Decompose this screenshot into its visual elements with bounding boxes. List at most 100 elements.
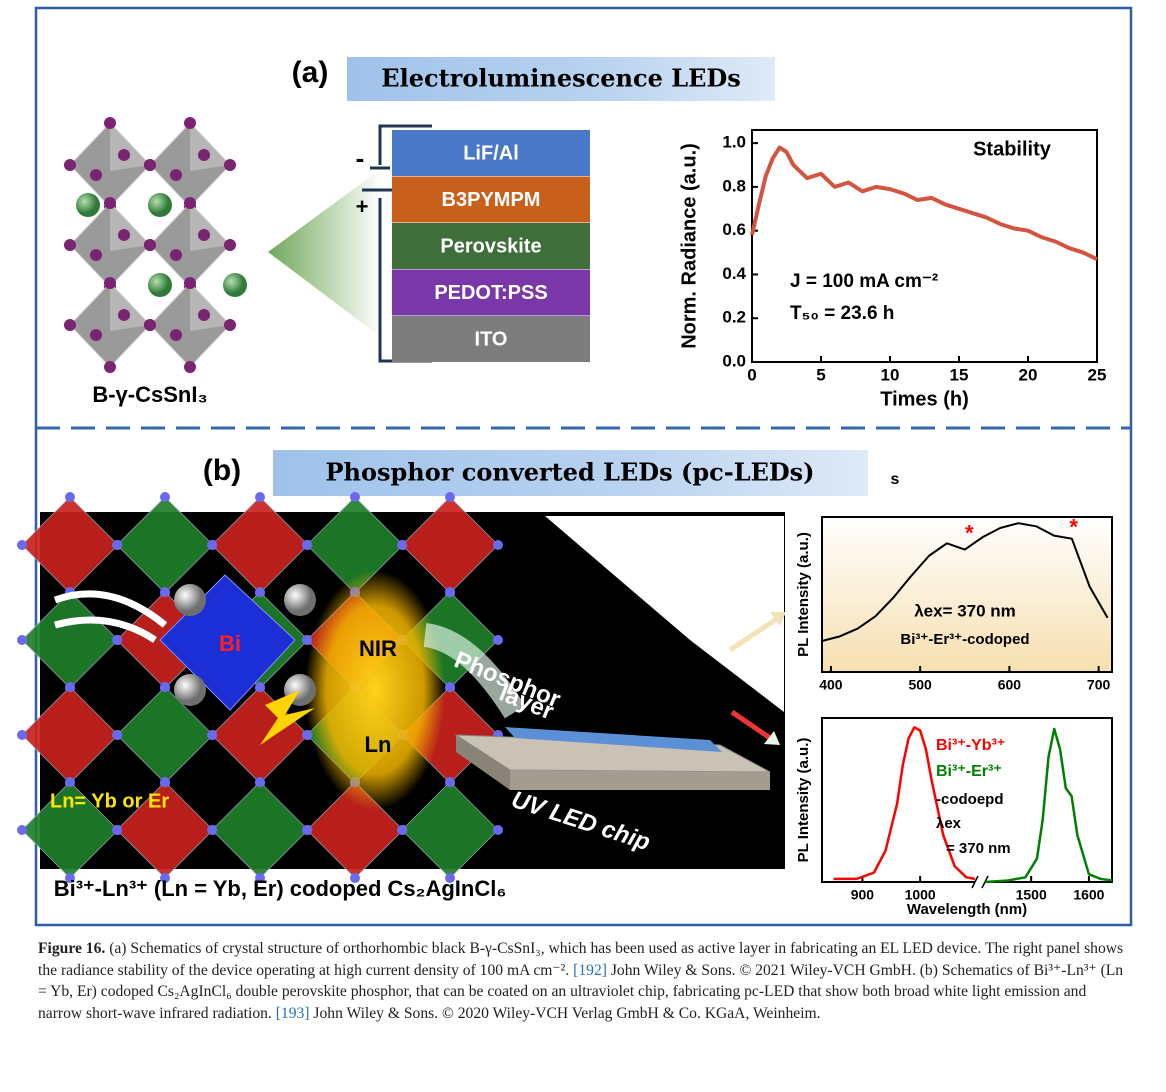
x-tick-label: 600 bbox=[998, 677, 1022, 693]
iodine-atom bbox=[64, 159, 76, 171]
reference[interactable]: [193] bbox=[276, 1005, 310, 1022]
atom bbox=[493, 635, 503, 645]
atom bbox=[17, 540, 27, 550]
cs-atom bbox=[148, 273, 172, 297]
iodine-atom bbox=[118, 309, 130, 321]
atom bbox=[207, 825, 217, 835]
atom bbox=[350, 492, 360, 502]
atom bbox=[445, 587, 455, 597]
atom bbox=[17, 730, 27, 740]
iodine-atom bbox=[170, 169, 182, 181]
iodine-atom bbox=[118, 229, 130, 241]
octahedron-face bbox=[110, 123, 150, 171]
octahedron-face bbox=[190, 203, 230, 251]
iodine-atom bbox=[104, 117, 116, 129]
image-label: NIR bbox=[359, 636, 397, 661]
highlight-marker: * bbox=[1069, 515, 1078, 540]
atom bbox=[17, 635, 27, 645]
crystal-label: B-γ-CsSnI₃ bbox=[92, 382, 207, 407]
caption-label: Figure 16. bbox=[38, 940, 105, 957]
x-axis-label: Times (h) bbox=[880, 388, 969, 410]
x-axis-label: Wavelength (nm) bbox=[907, 901, 1027, 918]
x-tick-label: 15 bbox=[950, 365, 969, 384]
iodine-atom bbox=[64, 239, 76, 251]
atom bbox=[397, 540, 407, 550]
x-tick-label: 5 bbox=[816, 365, 825, 384]
cs-atom bbox=[223, 273, 247, 297]
iodine-atom bbox=[184, 197, 196, 209]
atom bbox=[160, 587, 170, 597]
iodine-atom bbox=[224, 319, 236, 331]
layer-label: ITO bbox=[475, 328, 508, 350]
atom bbox=[302, 825, 312, 835]
cs-atom bbox=[76, 193, 100, 217]
y-tick-label: 0.0 bbox=[722, 351, 746, 370]
image-label: Ln bbox=[365, 732, 392, 757]
atom bbox=[112, 825, 122, 835]
atom bbox=[397, 825, 407, 835]
atom bbox=[160, 682, 170, 692]
atom bbox=[302, 540, 312, 550]
reference[interactable]: [192] bbox=[573, 962, 607, 979]
iodine-atom bbox=[104, 277, 116, 289]
legend-entry: Bi³⁺-Yb³⁺ bbox=[936, 737, 1005, 754]
iodine-atom bbox=[184, 117, 196, 129]
page: (a) Electroluminescence LEDs B-γ-CsSnI₃ … bbox=[0, 0, 1166, 1092]
iodine-atom bbox=[144, 319, 156, 331]
octahedron-face bbox=[110, 283, 150, 331]
iodine-atom bbox=[170, 329, 182, 341]
annotation: Bi³⁺-Er³⁺-codoped bbox=[900, 631, 1029, 648]
octahedron-face bbox=[190, 283, 230, 331]
iodine-atom bbox=[198, 309, 210, 321]
atom bbox=[255, 682, 265, 692]
iodine-atom bbox=[104, 197, 116, 209]
ag-atom bbox=[284, 584, 316, 616]
caption: Figure 16. (a) Schematics of crystal str… bbox=[38, 938, 1133, 1024]
layer-label: LiF/Al bbox=[463, 142, 519, 164]
iodine-atom bbox=[90, 329, 102, 341]
x-tick-label: 700 bbox=[1087, 677, 1111, 693]
y-tick-label: 0.8 bbox=[722, 176, 746, 195]
atom bbox=[207, 540, 217, 550]
iodine-atom bbox=[184, 361, 196, 373]
data-line bbox=[752, 148, 1097, 260]
iodine-atom bbox=[170, 249, 182, 261]
annotation: Stability bbox=[973, 138, 1052, 160]
image-label: Ln= Yb or Er bbox=[50, 790, 169, 812]
legend-entry: Bi³⁺-Er³⁺ bbox=[936, 763, 1002, 780]
atom bbox=[112, 635, 122, 645]
y-tick-label: 0.2 bbox=[722, 308, 746, 327]
atom bbox=[445, 777, 455, 787]
led-chip-front bbox=[510, 770, 770, 790]
crystal-structure bbox=[64, 117, 247, 373]
atom bbox=[17, 825, 27, 835]
atom bbox=[160, 777, 170, 787]
iodine-atom bbox=[90, 169, 102, 181]
y-axis-label: Norm. Radiance (a.u.) bbox=[678, 143, 700, 349]
iodine-atom bbox=[104, 361, 116, 373]
atom bbox=[493, 540, 503, 550]
polarity-label: + bbox=[356, 194, 369, 219]
annotation: -codoepd bbox=[936, 791, 1004, 808]
layer-label: Perovskite bbox=[440, 235, 541, 257]
atom bbox=[255, 777, 265, 787]
y-axis-label: PL Intensity (a.u.) bbox=[795, 738, 812, 863]
highlight-marker: * bbox=[965, 521, 974, 546]
y-tick-label: 0.6 bbox=[722, 220, 746, 239]
iodine-atom bbox=[118, 149, 130, 161]
iodine-atom bbox=[90, 249, 102, 261]
panel-title: Phosphor converted LEDs (pc-LEDs) bbox=[325, 458, 814, 487]
atom bbox=[207, 730, 217, 740]
annotation: λex bbox=[936, 815, 962, 832]
x-tick-label: 10 bbox=[881, 365, 900, 384]
x-tick-label: 20 bbox=[1019, 365, 1038, 384]
nir-glow bbox=[305, 570, 445, 810]
layer-label: B3PYMPM bbox=[442, 189, 541, 211]
y-tick-label: 0.4 bbox=[722, 264, 746, 283]
iodine-atom bbox=[64, 319, 76, 331]
octahedron-face bbox=[110, 203, 150, 251]
plot-frame bbox=[752, 130, 1097, 362]
iodine-atom bbox=[198, 229, 210, 241]
material-label: Bi³⁺-Ln³⁺ (Ln = Yb, Er) codoped Cs₂AgInC… bbox=[54, 876, 507, 901]
